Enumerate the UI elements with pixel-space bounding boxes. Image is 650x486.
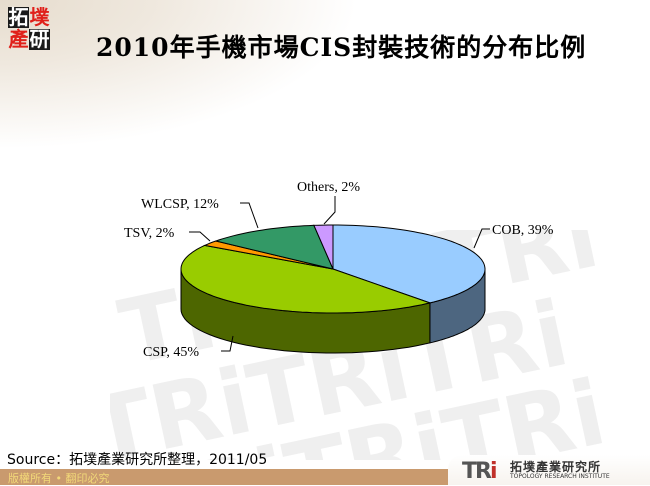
pie-slice-others: [313, 224, 334, 270]
tri-logo-icon: TRi: [462, 459, 497, 484]
logo-char: 研: [29, 27, 50, 51]
leader-line: [189, 231, 211, 242]
tri-corner-logo: 拓 墣 產 研: [8, 7, 50, 51]
leader-line: [221, 335, 234, 352]
pie-slice-cob: [332, 224, 486, 304]
leader-line: [240, 202, 259, 229]
logo-char: 產: [8, 27, 29, 51]
leader-line: [473, 228, 490, 249]
data-label-csp: CSP, 45%: [143, 345, 199, 360]
data-label-wlcsp: WLCSP, 12%: [141, 197, 219, 212]
logo-char: 墣: [29, 5, 50, 29]
logo-char: 拓: [8, 5, 29, 29]
slide-title: 2010年手機市場CIS封裝技術的分布比例: [96, 33, 587, 62]
pie-slice-csp: [180, 244, 432, 314]
copyright-text: 版權所有 • 翻印必究: [8, 472, 110, 485]
data-label-tsv: TSV, 2%: [124, 226, 175, 241]
header-background: [0, 0, 360, 150]
org-name-en: TOPOLOGY RESEARCH INSTITUTE: [510, 473, 610, 480]
source-note: Source：拓墣產業研究所整理，2011/05: [7, 452, 268, 468]
data-label-others: Others, 2%: [297, 180, 360, 195]
pie-slice-wlcsp: [214, 224, 334, 270]
data-label-cob: COB, 39%: [492, 223, 554, 238]
leader-line: [323, 196, 336, 225]
org-logo-block: TRi 拓墣產業研究所 TOPOLOGY RESEARCH INSTITUTE: [448, 455, 650, 485]
org-name-cn: 拓墣產業研究所: [510, 460, 602, 474]
